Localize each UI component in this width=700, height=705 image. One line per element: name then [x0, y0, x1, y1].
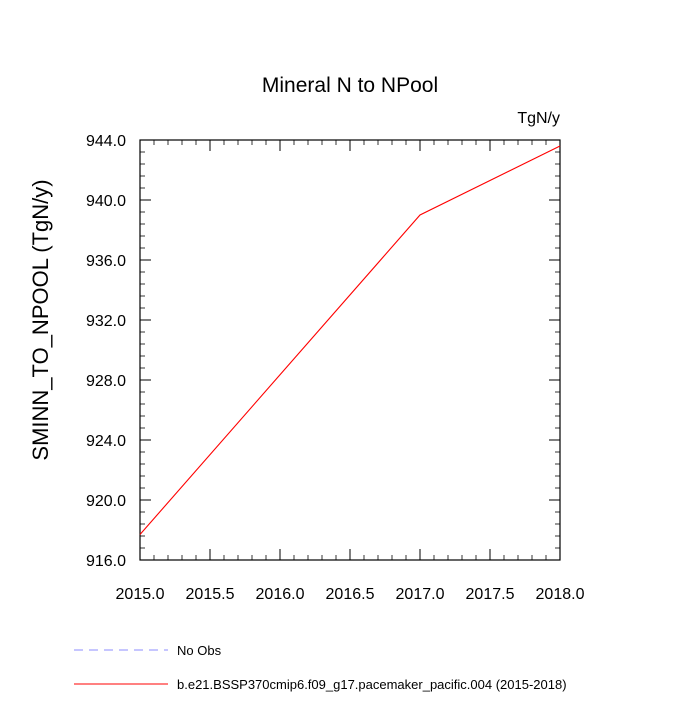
x-tick-label: 2015.0 [116, 586, 165, 603]
x-tick-label: 2016.5 [326, 586, 375, 603]
y-tick-label: 920.0 [86, 493, 126, 510]
plot-frame [139, 139, 561, 561]
y-tick-label: 944.0 [86, 133, 126, 150]
y-tick-label: 932.0 [86, 313, 126, 330]
y-tick-label: 936.0 [86, 253, 126, 270]
axis-ticks: 2015.0 2015.5 2016.0 2016.5 2017.0 2017.5 2018… [86, 133, 585, 603]
units-label: TgN/y [517, 110, 560, 127]
series-line-1 [139, 145, 561, 535]
y-tick-label: 916.0 [86, 553, 126, 570]
x-tick-label: 2015.5 [186, 586, 235, 603]
y-tick-label: 924.0 [86, 433, 126, 450]
series-group [139, 145, 561, 535]
x-tick-label: 2017.5 [466, 586, 515, 603]
x-tick-label: 2018.0 [536, 586, 585, 603]
legend-label-1: No Obs [177, 643, 222, 658]
legend: No Obs b.e21.BSSP370cmip6.f09_g17.pacemak… [74, 643, 567, 692]
y-tick-label: 928.0 [86, 373, 126, 390]
legend-label-2: b.e21.BSSP370cmip6.f09_g17.pacemaker_pac… [177, 677, 567, 692]
chart-title: Mineral N to NPool [262, 74, 438, 97]
x-tick-label: 2017.0 [396, 586, 445, 603]
y-axis-label: SMINN_TO_NPOOL (TgN/y) [28, 179, 53, 460]
x-tick-label: 2016.0 [256, 586, 305, 603]
y-tick-label: 940.0 [86, 193, 126, 210]
